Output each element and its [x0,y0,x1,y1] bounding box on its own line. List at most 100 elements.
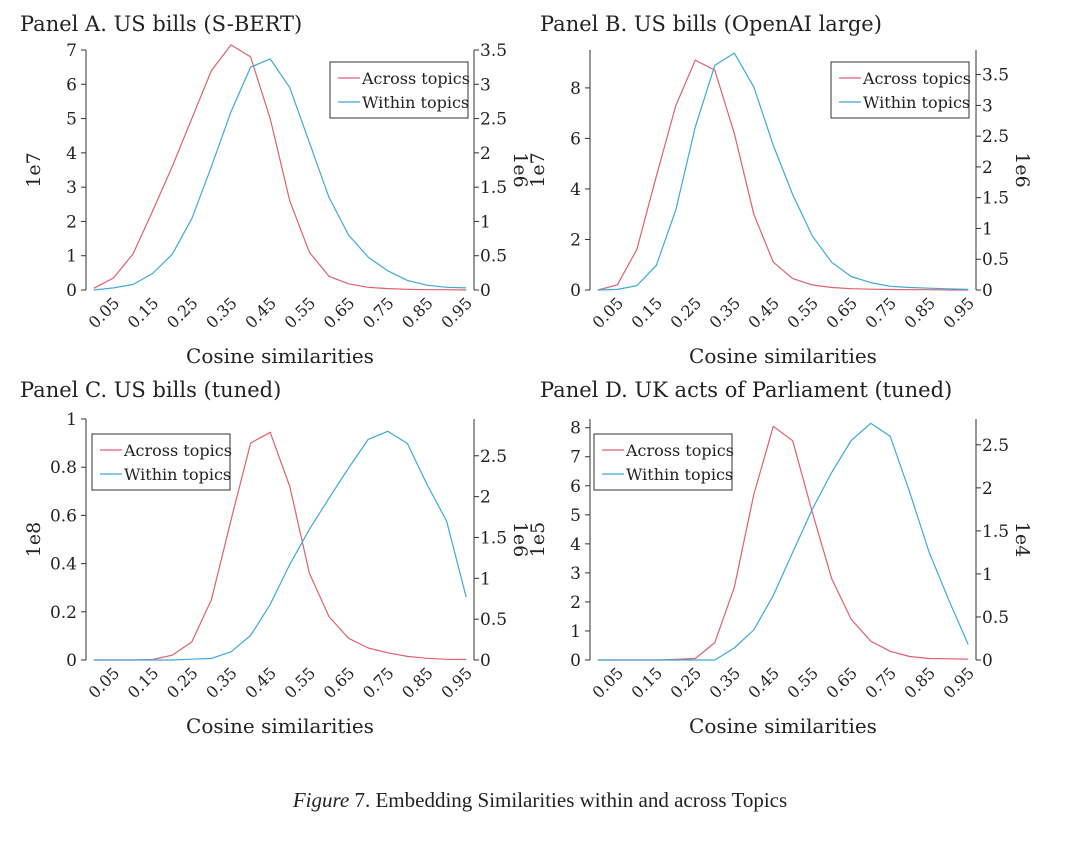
x-tick-label: 0.75 [359,663,398,702]
right-tick-label: 0 [480,281,491,301]
left-tick-label: 5 [570,506,581,526]
legend-label: Across topics [862,69,971,88]
x-tick-label: 0.95 [437,663,476,702]
left-tick-label: 2 [570,230,581,250]
right-tick-label: 0.5 [982,608,1009,628]
right-tick-label: 2 [982,158,993,178]
left-tick-label: 7 [570,448,581,468]
x-tick-label: 0.55 [783,663,822,702]
right-tick-label: 0.5 [480,610,507,630]
chart-panel-1: Panel B. US bills (OpenAI large)0246800.… [527,12,1033,368]
left-tick-label: 3 [66,178,77,198]
x-tick-label: 0.15 [124,293,163,332]
chart-legend: Across topics Within topics [329,61,470,119]
right-tick-label: 2 [480,144,491,164]
right-tick-label: 3.5 [982,66,1009,86]
left-tick-label: 6 [66,75,77,95]
chart-title: Panel A. US bills (S-BERT) [20,12,302,36]
chart-panel-3: Panel D. UK acts of Parliament (tuned) 0 1… [527,378,1033,738]
x-tick-label: 0.85 [398,293,437,332]
left-axis-scale-label: 1e8 [23,522,45,557]
right-axis-scale-label: 1e6 [509,522,531,557]
x-tick-label: 0.15 [627,293,666,332]
left-tick-label: 0 [66,651,77,671]
x-tick-label: 0.05 [588,293,627,332]
figure-caption: Figure 7. Embedding Similarities within … [0,788,1080,813]
left-tick-label: 1 [570,622,581,642]
chart-title: Panel B. US bills (OpenAI large) [540,12,882,36]
x-tick-label: 0.65 [822,293,861,332]
right-tick-label: 3 [982,96,993,116]
x-tick-label: 0.75 [861,293,900,332]
right-tick-label: 1.5 [480,178,507,198]
left-tick-label: 4 [570,180,581,200]
x-tick-label: 0.05 [588,663,627,702]
left-tick-label: 0.4 [50,555,77,575]
left-tick-label: 4 [570,535,581,555]
x-tick-label: 0.25 [666,293,705,332]
right-tick-label: 2.5 [480,447,507,467]
chart-legend: Across topics Within topics [593,433,734,491]
x-tick-label: 0.05 [85,293,124,332]
right-tick-label: 1.5 [982,522,1009,542]
chart-panel-0: Panel A. US bills (S-BERT) 0 1 2 3 4 5 6 7 0 0.5 1 1… [20,12,531,368]
series-line-across-topics [93,431,467,661]
left-tick-label: 2 [66,212,77,232]
chart-legend: Across topics Within topics [91,433,232,491]
legend-label: Across topics [625,441,734,460]
x-tick-label: 0.85 [900,293,939,332]
right-axis-scale-label: 1e6 [509,152,531,187]
right-tick-label: 1.5 [982,189,1009,209]
chart-panel-2: Panel C. US bills (tuned) 0 0.2 0.4 0.6 0.8 1 0… [20,378,531,738]
left-tick-label: 6 [570,129,581,149]
series-line-across-topics [93,44,467,291]
x-tick-label: 0.85 [900,663,939,702]
x-tick-label: 0.85 [398,663,437,702]
x-tick-label: 0.15 [627,663,666,702]
chart-title: Panel D. UK acts of Parliament (tuned) [540,378,952,402]
legend-label: Across topics [123,441,232,460]
series-line-within-topics [597,422,969,661]
legend-box [91,433,231,491]
legend-box [593,433,733,491]
legend-label: Within topics [863,93,970,112]
x-tick-label: 0.35 [705,293,744,332]
right-tick-label: 0 [480,651,491,671]
x-tick-label: 0.25 [163,293,202,332]
legend-label: Across topics [361,69,470,88]
x-tick-label: 0.35 [202,663,241,702]
x-tick-label: 0.95 [437,293,476,332]
x-axis-label: Cosine similarities [689,344,877,368]
x-tick-label: 0.55 [281,293,320,332]
x-tick-label: 0.45 [241,293,280,332]
left-tick-label: 8 [570,419,581,439]
left-axis-scale-label: 1e5 [527,522,549,557]
right-tick-label: 1 [982,565,993,585]
x-tick-label: 0.55 [783,293,822,332]
right-tick-label: 1 [480,569,491,589]
left-tick-label: 0.6 [50,506,77,526]
x-tick-label: 0.05 [85,663,124,702]
right-tick-label: 3.5 [480,41,507,61]
x-tick-label: 0.45 [241,663,280,702]
left-tick-label: 8 [570,79,581,99]
left-tick-label: 1 [66,247,77,267]
x-tick-label: 0.45 [744,293,783,332]
right-axis-scale-label: 1e4 [1011,522,1033,557]
x-tick-label: 0.65 [320,663,359,702]
right-tick-label: 0 [982,651,993,671]
right-tick-label: 0.5 [982,250,1009,270]
left-tick-label: 0 [570,651,581,671]
legend-box [830,61,970,119]
left-tick-label: 2 [570,593,581,613]
series-line-within-topics [93,430,467,661]
legend-label: Within topics [362,93,469,112]
series-line-across-topics [597,59,969,291]
x-tick-label: 0.25 [163,663,202,702]
right-tick-label: 2.5 [982,436,1009,456]
right-tick-label: 2 [480,488,491,508]
x-axis-label: Cosine similarities [689,714,877,738]
left-tick-label: 0 [66,281,77,301]
left-tick-label: 4 [66,144,77,164]
right-tick-label: 1.5 [480,528,507,548]
